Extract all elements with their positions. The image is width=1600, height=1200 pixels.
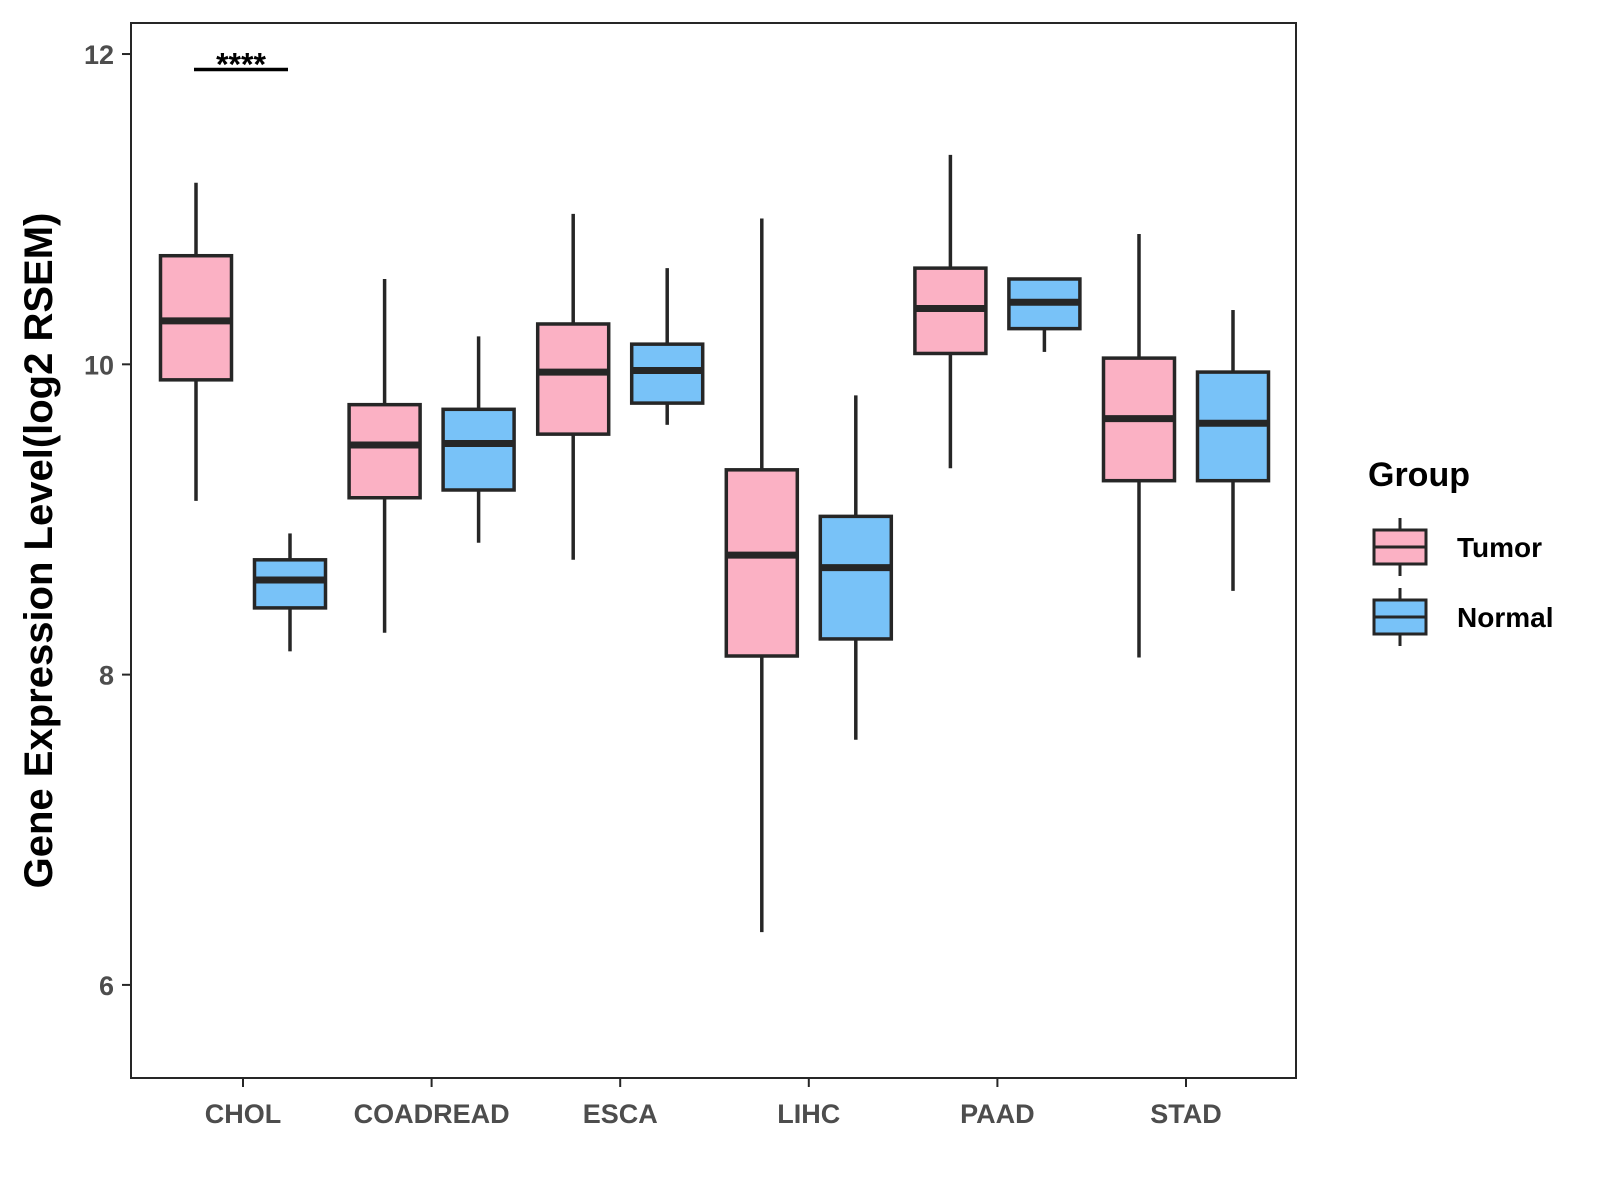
x-tick-label: COADREAD xyxy=(354,1099,510,1129)
axes: 6 8 10 12 CHOL COADREAD ESCA LIHC PAAD STAD Gene E… xyxy=(17,40,1222,1129)
box-tumor-esca xyxy=(535,213,611,560)
legend: Group Tumor Normal xyxy=(1368,456,1553,646)
box-tumor-paad xyxy=(913,154,988,469)
y-tick-label: 8 xyxy=(99,661,114,691)
y-tick-label: 10 xyxy=(84,350,114,380)
x-tick-label: PAAD xyxy=(960,1099,1035,1129)
y-tick-label: 12 xyxy=(84,40,114,70)
box-iqr xyxy=(252,558,328,610)
box-normal-lihc xyxy=(818,395,894,740)
y-axis-title: Gene Expression Level(log2 RSEM) xyxy=(17,213,61,889)
significance-label: **** xyxy=(216,47,266,83)
box-normal-coadread xyxy=(441,336,516,543)
plot-panel-border xyxy=(130,22,1297,1079)
box-iqr xyxy=(347,402,422,500)
box-normal-chol xyxy=(252,533,328,652)
legend-entry-normal: Normal xyxy=(1372,588,1553,646)
legend-label: Normal xyxy=(1457,602,1553,633)
plot-panel xyxy=(130,22,1297,1079)
plot-marks: **** xyxy=(158,47,1271,933)
box-iqr xyxy=(535,322,611,436)
box-iqr xyxy=(441,407,516,492)
x-tick-label: ESCA xyxy=(583,1099,658,1129)
legend-label: Tumor xyxy=(1457,532,1542,563)
box-iqr xyxy=(818,514,894,641)
box-tumor-lihc xyxy=(724,218,800,933)
legend-entry-tumor: Tumor xyxy=(1372,518,1542,576)
box-normal-paad xyxy=(1007,277,1082,352)
legend-title: Group xyxy=(1368,456,1470,494)
box-tumor-stad xyxy=(1101,234,1177,658)
box-tumor-chol xyxy=(158,182,234,501)
y-tick-label: 6 xyxy=(99,971,114,1001)
x-tick-label: STAD xyxy=(1150,1099,1222,1129)
box-normal-esca xyxy=(629,268,705,425)
box-tumor-coadread xyxy=(347,278,422,633)
box-normal-stad xyxy=(1195,310,1271,591)
x-tick-label: LIHC xyxy=(777,1099,840,1129)
box-iqr xyxy=(724,468,800,658)
x-tick-label: CHOL xyxy=(205,1099,282,1129)
